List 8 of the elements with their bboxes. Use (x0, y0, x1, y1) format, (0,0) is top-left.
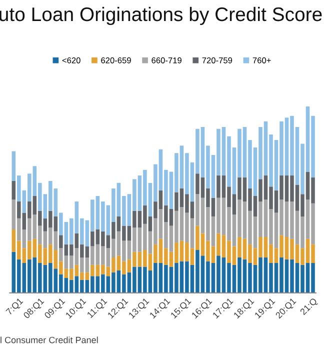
bar (12, 181, 16, 200)
legend-label: 720-759 (202, 57, 232, 64)
legend-label: <620 (62, 57, 80, 64)
legend-label: 620-659 (101, 57, 131, 64)
legend-label: 660-719 (152, 57, 182, 64)
chart-title: uto Loan Originations by Credit Score (0, 6, 322, 26)
text: l Consumer Credit Panel (0, 336, 98, 344)
legend-label: 760+ (252, 57, 271, 64)
